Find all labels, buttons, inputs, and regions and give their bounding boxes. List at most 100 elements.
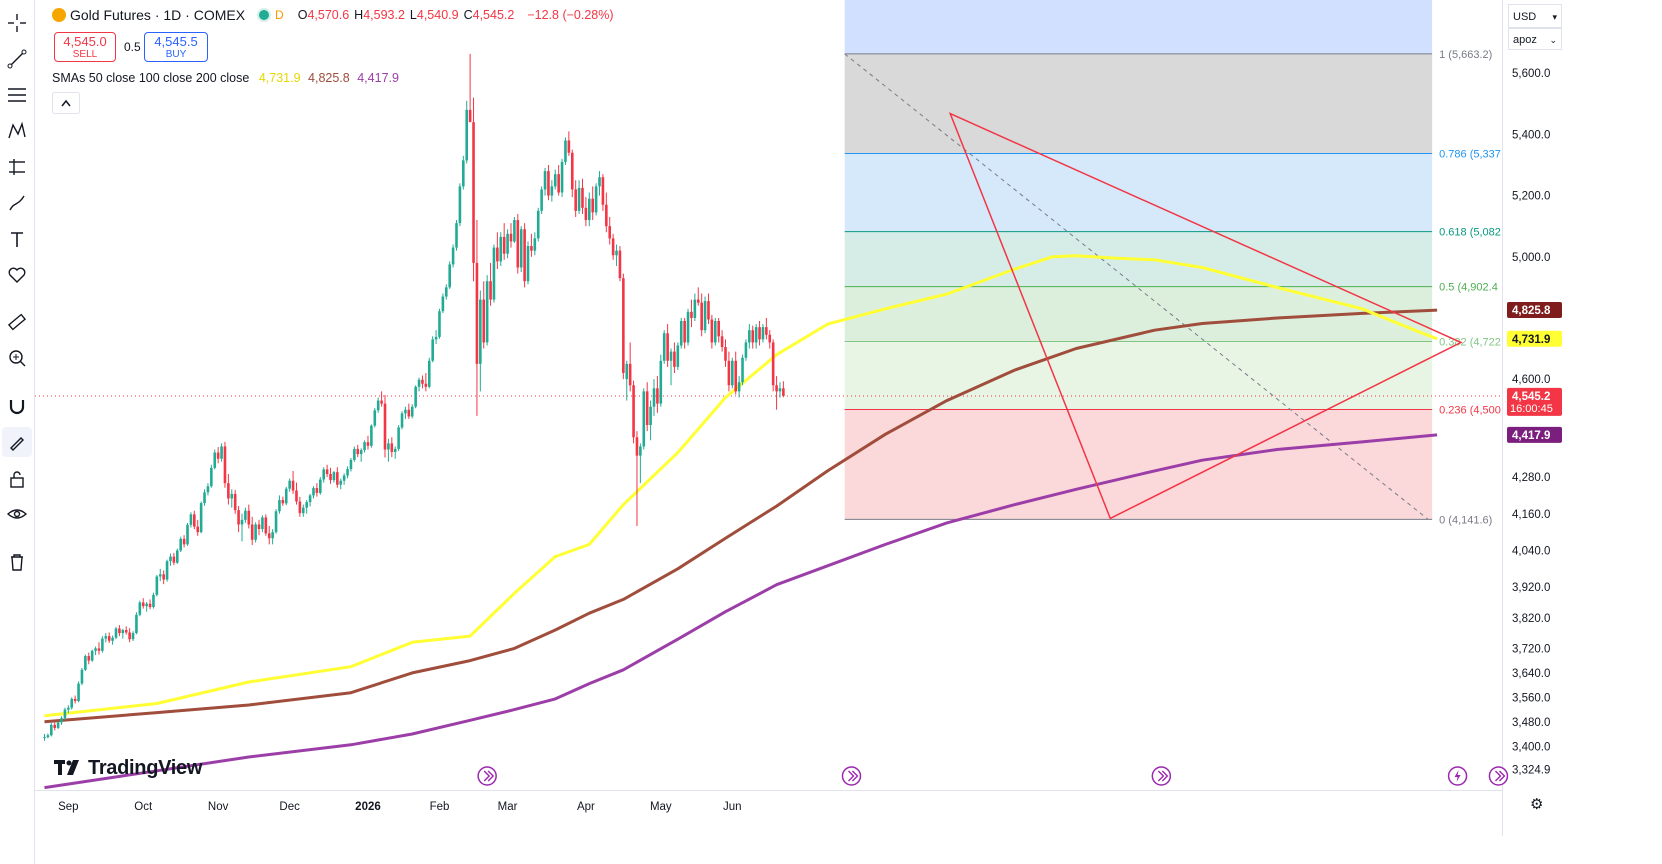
- candle[interactable]: [441, 293, 445, 314]
- candle[interactable]: [622, 273, 625, 380]
- candle[interactable]: [741, 354, 744, 386]
- candle[interactable]: [73, 695, 77, 704]
- candle[interactable]: [424, 373, 428, 392]
- candle[interactable]: [80, 667, 84, 686]
- candle[interactable]: [782, 381, 785, 398]
- candle[interactable]: [284, 486, 288, 506]
- candle[interactable]: [87, 652, 91, 665]
- candle[interactable]: [346, 466, 349, 479]
- earnings-icon[interactable]: [1151, 766, 1172, 786]
- magnet-tool[interactable]: [2, 392, 32, 422]
- tradingview-logo[interactable]: TradingView: [54, 757, 202, 782]
- collapse-legend-button[interactable]: [52, 92, 80, 114]
- candle[interactable]: [359, 448, 363, 462]
- candle[interactable]: [342, 473, 346, 485]
- candle[interactable]: [485, 275, 489, 346]
- candle[interactable]: [407, 403, 411, 419]
- candle[interactable]: [553, 169, 557, 190]
- candle[interactable]: [118, 625, 121, 637]
- candle[interactable]: [189, 512, 193, 528]
- candle[interactable]: [135, 612, 138, 635]
- candle[interactable]: [250, 516, 254, 545]
- candle[interactable]: [349, 458, 353, 472]
- buy-button[interactable]: 4,545.5 BUY: [144, 32, 208, 62]
- candle[interactable]: [516, 213, 520, 274]
- candle[interactable]: [182, 535, 186, 548]
- candle[interactable]: [114, 626, 118, 640]
- candle[interactable]: [60, 716, 63, 725]
- candle[interactable]: [244, 507, 247, 523]
- candle[interactable]: [373, 407, 377, 428]
- candle[interactable]: [77, 681, 80, 703]
- candle[interactable]: [748, 324, 751, 349]
- candle[interactable]: [43, 734, 46, 741]
- candle[interactable]: [383, 395, 387, 458]
- candle[interactable]: [703, 296, 707, 334]
- candle[interactable]: [257, 519, 261, 536]
- candle[interactable]: [301, 504, 305, 517]
- sma100-line[interactable]: [44, 308, 1438, 724]
- candle[interactable]: [145, 601, 148, 612]
- sma200-line[interactable]: [44, 433, 1438, 790]
- candle[interactable]: [97, 642, 101, 655]
- brush-tool[interactable]: [2, 188, 32, 218]
- eye-tool[interactable]: [2, 499, 32, 529]
- candle[interactable]: [761, 324, 765, 343]
- candle[interactable]: [734, 351, 738, 395]
- trash-tool[interactable]: [2, 547, 32, 577]
- candle[interactable]: [468, 53, 472, 123]
- candle[interactable]: [152, 592, 155, 609]
- zoom-in-tool[interactable]: [2, 343, 32, 373]
- candle[interactable]: [506, 229, 509, 259]
- candle[interactable]: [46, 733, 50, 739]
- candle[interactable]: [642, 388, 646, 450]
- candle[interactable]: [526, 241, 530, 285]
- candle[interactable]: [618, 246, 622, 282]
- candle[interactable]: [138, 600, 142, 617]
- candle[interactable]: [666, 324, 669, 367]
- candle[interactable]: [216, 447, 220, 464]
- candle[interactable]: [203, 489, 206, 506]
- candle[interactable]: [158, 568, 162, 582]
- candle[interactable]: [339, 478, 343, 490]
- candle[interactable]: [315, 483, 319, 497]
- candle[interactable]: [196, 519, 200, 536]
- candle[interactable]: [455, 220, 458, 251]
- candle[interactable]: [605, 192, 608, 233]
- earnings-icon[interactable]: [1488, 766, 1509, 786]
- candle[interactable]: [472, 97, 475, 282]
- pattern-tool[interactable]: [2, 116, 32, 146]
- candle[interactable]: [513, 216, 516, 243]
- candle[interactable]: [322, 467, 326, 483]
- candle[interactable]: [387, 438, 390, 462]
- candle[interactable]: [536, 207, 540, 242]
- candle[interactable]: [727, 351, 731, 392]
- candle[interactable]: [131, 631, 135, 642]
- candle[interactable]: [380, 391, 383, 407]
- candle[interactable]: [584, 197, 588, 227]
- candle[interactable]: [560, 158, 564, 198]
- candle[interactable]: [230, 489, 234, 508]
- candle[interactable]: [611, 233, 615, 260]
- candle[interactable]: [601, 174, 605, 211]
- candle[interactable]: [404, 406, 407, 419]
- candle[interactable]: [567, 131, 571, 156]
- earnings-icon[interactable]: [477, 766, 497, 786]
- sma50-line[interactable]: [44, 254, 1438, 718]
- candle[interactable]: [649, 400, 652, 441]
- candle[interactable]: [376, 397, 380, 413]
- candle[interactable]: [325, 464, 329, 478]
- lightning-icon[interactable]: [1447, 766, 1468, 786]
- candle[interactable]: [427, 357, 431, 389]
- candle[interactable]: [768, 330, 772, 349]
- candle[interactable]: [121, 628, 125, 639]
- price-label-tag[interactable]: [1507, 387, 1562, 416]
- sma-legend[interactable]: SMAs 50 close 100 close 200 close 4,731.…: [52, 71, 399, 85]
- candle[interactable]: [356, 444, 360, 458]
- candle[interactable]: [199, 501, 203, 534]
- candle[interactable]: [206, 483, 210, 496]
- candle[interactable]: [186, 522, 189, 546]
- candle[interactable]: [615, 244, 618, 266]
- candle[interactable]: [50, 723, 53, 737]
- candle[interactable]: [274, 509, 278, 534]
